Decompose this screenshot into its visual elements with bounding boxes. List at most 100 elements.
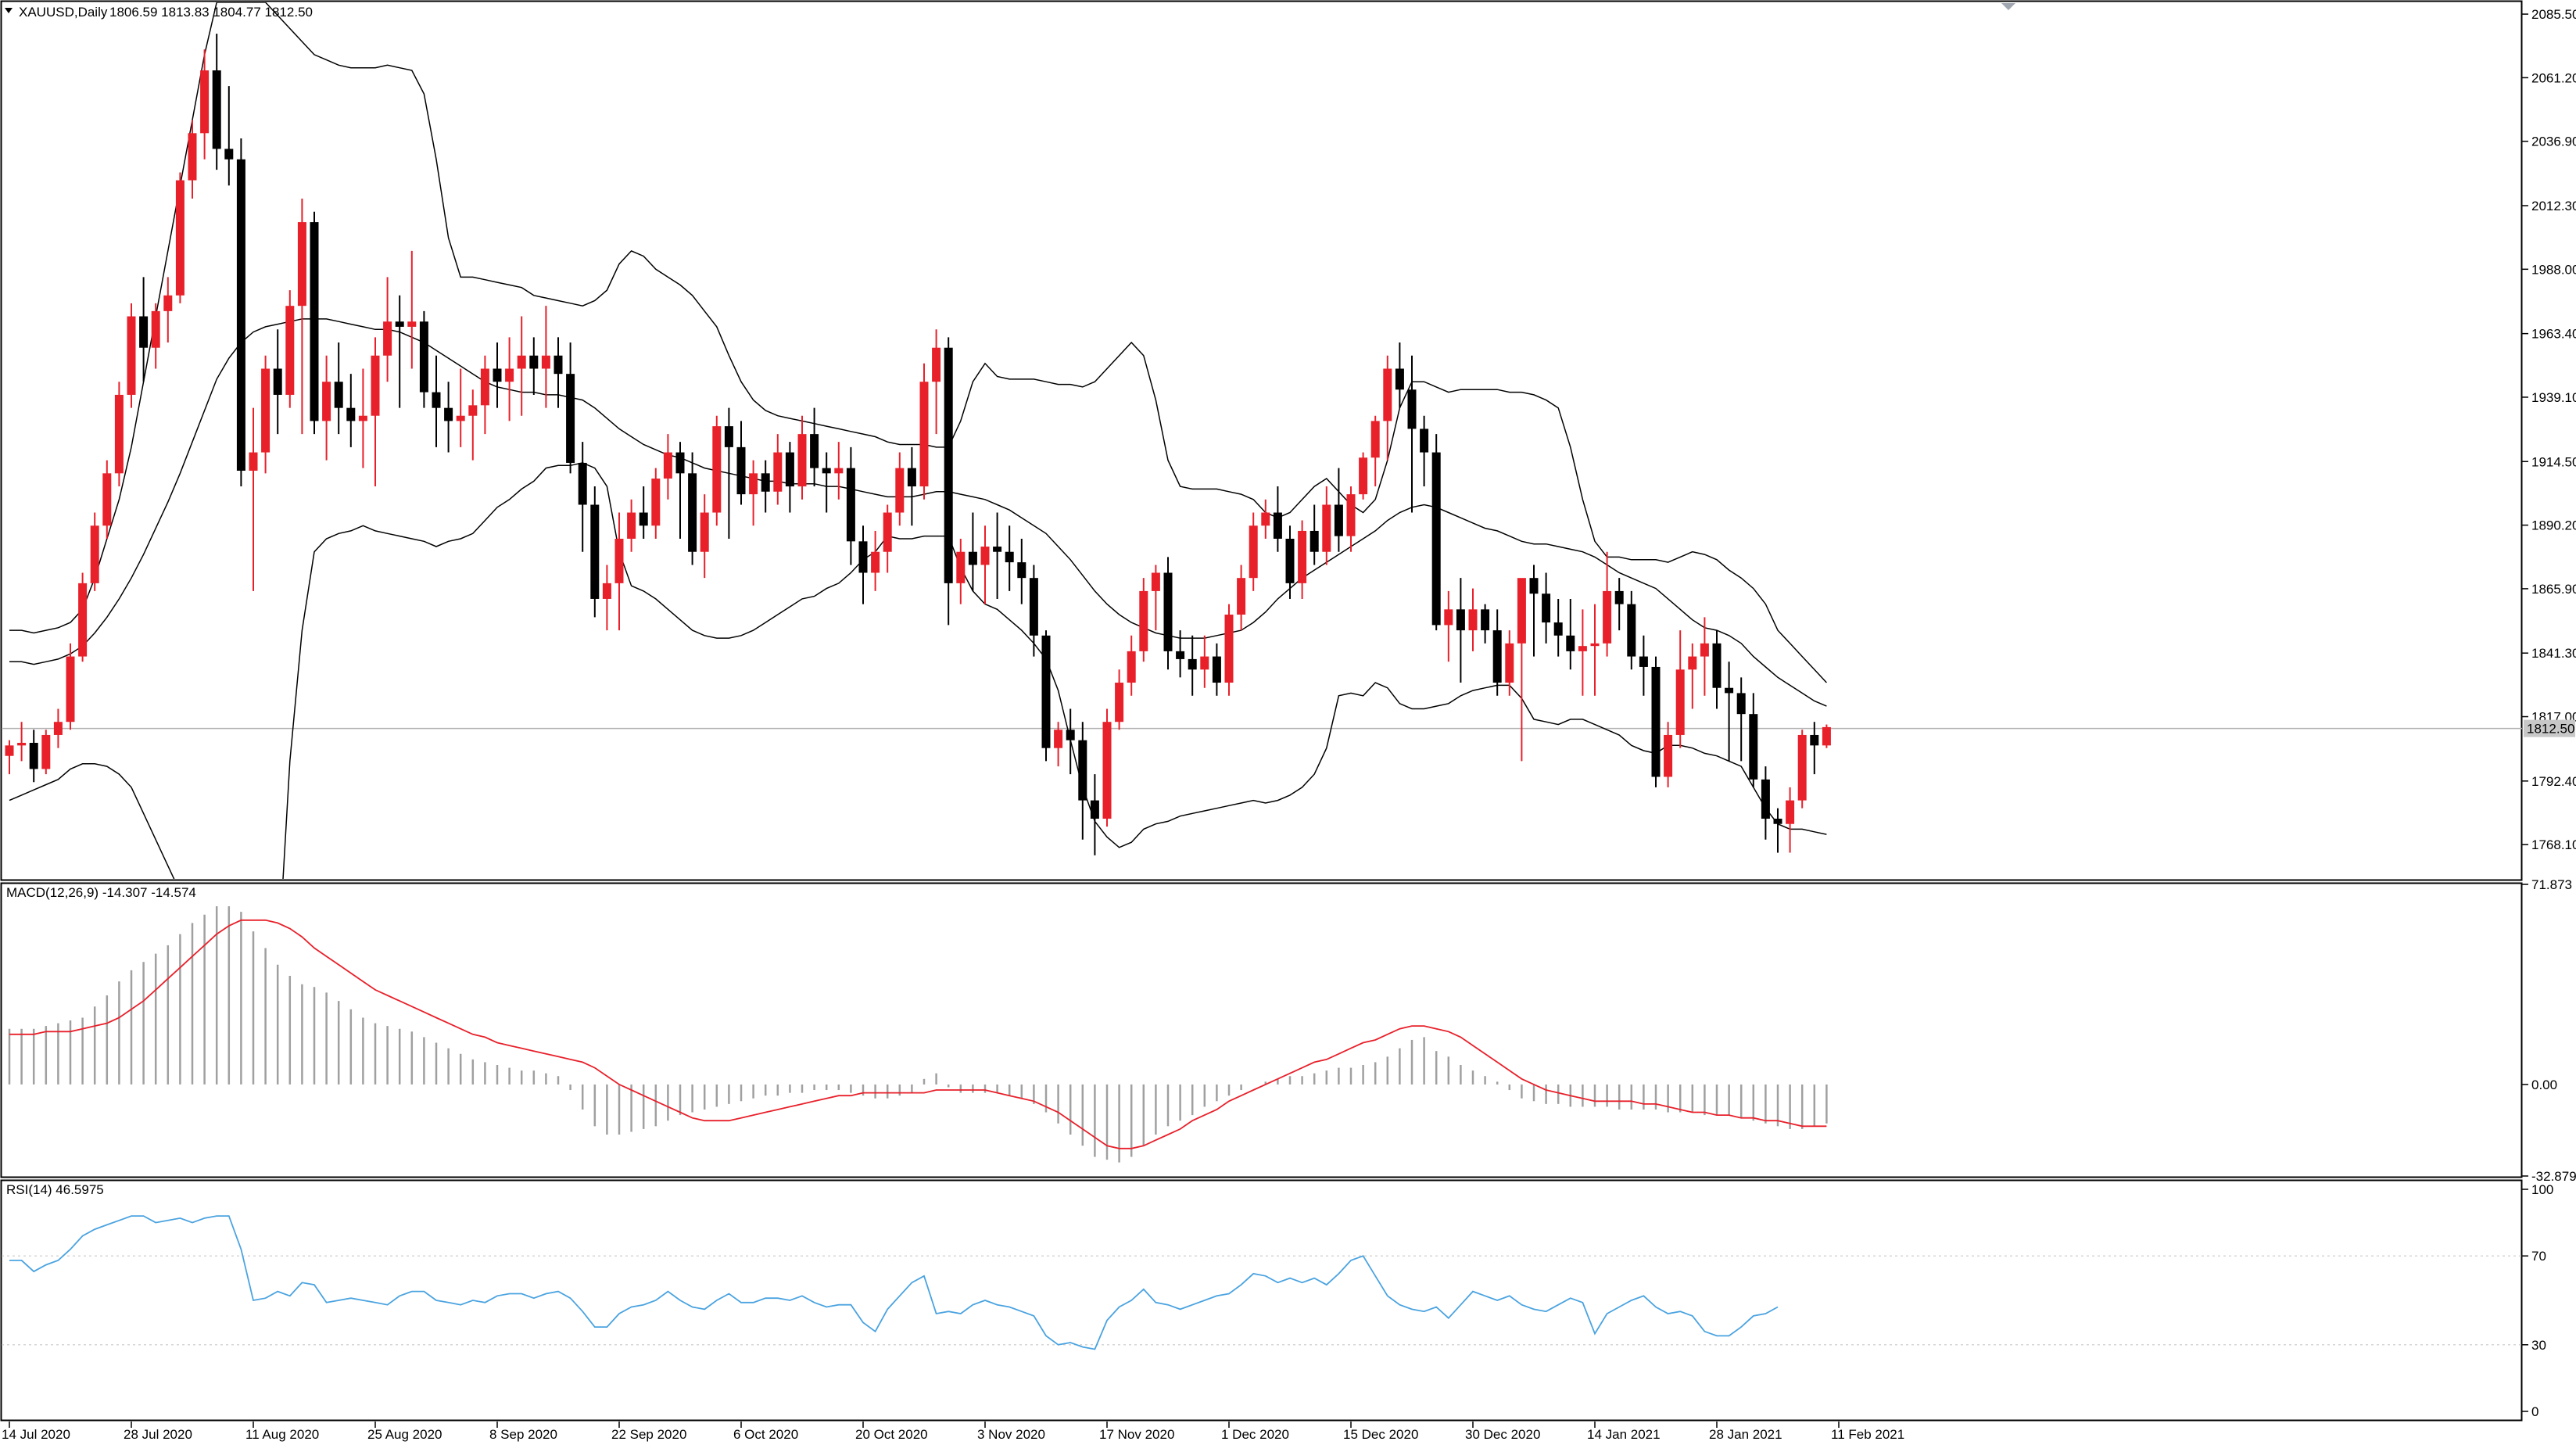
candle	[1127, 635, 1136, 696]
candle	[627, 499, 636, 552]
candle	[907, 446, 916, 526]
candle-body	[1200, 656, 1209, 670]
candle-body	[810, 434, 819, 468]
collapse-triangle-icon[interactable]	[5, 8, 13, 13]
date-tick-label: 14 Jul 2020	[2, 1427, 70, 1442]
candle-body	[53, 722, 63, 735]
date-tick-label: 6 Oct 2020	[733, 1427, 798, 1442]
candle-body	[493, 368, 502, 382]
price-tick-label: 1841.30	[2531, 646, 2576, 661]
candle-body	[712, 426, 722, 513]
macd-signal-line	[9, 919, 1827, 1149]
candle	[468, 389, 478, 461]
candle	[1139, 578, 1148, 662]
candle-body	[773, 452, 783, 492]
price-pane[interactable]	[0, 0, 2523, 881]
shift-marker-icon[interactable]	[2001, 3, 2015, 10]
candle	[614, 512, 624, 631]
candle	[1614, 578, 1624, 631]
macd-series	[8, 906, 1828, 1163]
candle-body	[554, 355, 563, 375]
candle-body	[1786, 800, 1795, 824]
ohlc-readout: 1806.59 1813.83 1804.77 1812.50	[109, 5, 313, 20]
candle-body	[797, 434, 807, 487]
candle	[1212, 643, 1221, 696]
candle-body	[651, 479, 661, 526]
candle-body	[1224, 615, 1234, 683]
candle-body	[590, 504, 600, 599]
candle-body	[1761, 779, 1770, 819]
candle-body	[1212, 656, 1221, 683]
candle-body	[834, 468, 844, 474]
candle-body	[944, 347, 953, 583]
candle	[883, 504, 892, 573]
candle	[1054, 722, 1063, 767]
candle	[151, 303, 160, 369]
candle-body	[1578, 646, 1587, 651]
candle	[749, 460, 758, 526]
rsi-pane[interactable]	[0, 1179, 2523, 1422]
candle-body	[639, 512, 648, 526]
candle-body	[1139, 590, 1148, 651]
candle-body	[17, 742, 27, 746]
candle-body	[310, 222, 319, 421]
candle-body	[468, 405, 478, 416]
candle	[1664, 722, 1673, 787]
candle-body	[895, 468, 905, 513]
candle-body	[5, 745, 14, 756]
candle-body	[480, 368, 489, 406]
date-tick-label: 15 Dec 2020	[1343, 1427, 1418, 1442]
candle	[224, 86, 234, 186]
candle	[1517, 578, 1526, 762]
candle-body	[529, 355, 539, 369]
candle	[1578, 609, 1587, 696]
candle-body	[1688, 656, 1697, 670]
candle-body	[1420, 428, 1429, 453]
candle-body	[785, 452, 794, 487]
candle-body	[932, 347, 941, 382]
candle-body	[675, 452, 685, 474]
candle-body	[907, 468, 916, 487]
candle-body	[1176, 651, 1185, 659]
candle	[1188, 635, 1197, 696]
candle	[1041, 630, 1051, 762]
candle-body	[1529, 578, 1539, 594]
candle	[1761, 766, 1770, 840]
macd-pane[interactable]	[0, 882, 2523, 1178]
candle	[1639, 635, 1648, 696]
candle	[1468, 588, 1478, 651]
candle-body	[1261, 512, 1270, 526]
candle-body	[1736, 693, 1746, 715]
candle	[1029, 565, 1038, 657]
price-tick-label: 1963.40	[2531, 327, 2576, 342]
candle	[1273, 486, 1282, 552]
date-tick-label: 25 Aug 2020	[367, 1427, 442, 1442]
candle	[1749, 693, 1758, 787]
candle	[102, 460, 112, 539]
candle-body	[1407, 389, 1417, 429]
rsi-series	[2, 1215, 2522, 1350]
candle-body	[883, 512, 892, 552]
candle-body	[761, 473, 770, 492]
candle-body	[1346, 494, 1356, 536]
candle-body	[432, 392, 441, 408]
candle	[1542, 572, 1551, 644]
rsi-tick-label: 0	[2531, 1404, 2538, 1419]
candle	[236, 138, 245, 487]
candle	[1688, 643, 1697, 709]
candle-body	[151, 310, 160, 348]
candle-body	[1553, 622, 1563, 636]
macd-tick-label: 71.873	[2531, 877, 2572, 892]
candle-body	[175, 180, 185, 296]
candle	[1102, 708, 1112, 827]
candle-body	[66, 656, 75, 722]
candle	[590, 486, 600, 618]
candle	[858, 525, 868, 604]
candle	[163, 277, 173, 343]
rsi-tick-label: 100	[2531, 1182, 2553, 1197]
candle-body	[1188, 658, 1197, 670]
candle	[871, 530, 880, 591]
candle	[797, 415, 807, 500]
candle-body	[1309, 530, 1319, 552]
